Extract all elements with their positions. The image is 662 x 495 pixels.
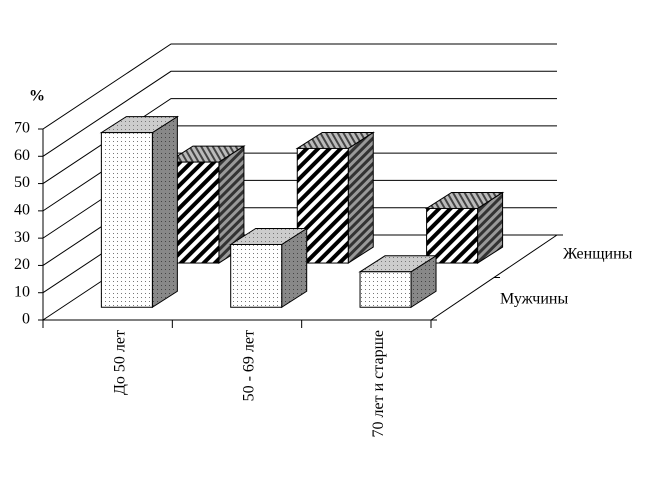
bar (295, 131, 375, 264)
bar-side (347, 131, 374, 264)
bar (228, 227, 309, 309)
y-tick-label: 20 (14, 256, 30, 273)
x-tick-label: 70 лет и старше (370, 330, 387, 437)
y-tick-label: 70 (14, 120, 30, 137)
bar-face (230, 243, 283, 308)
y-tick-label: 50 (14, 174, 30, 191)
y-tick-label: 60 (14, 147, 30, 164)
y-tick-label: 30 (14, 229, 30, 246)
y-tick-label: 40 (14, 202, 30, 219)
y-tick-label: 10 (14, 283, 30, 300)
grid-line (42, 98, 557, 184)
x-tick-label: До 50 лет (111, 330, 128, 395)
legend-label: Мужчины (500, 291, 568, 308)
grid-line (42, 70, 557, 157)
bar-face (100, 132, 153, 308)
x-tick-label: 50 - 69 лет (241, 330, 258, 401)
bar-side (151, 115, 178, 309)
bar (99, 115, 180, 309)
legend-label: Женщины (563, 246, 633, 263)
grid-line (42, 43, 557, 130)
y-tick-label: 0 (22, 311, 30, 328)
bar-face (359, 271, 412, 308)
bar (358, 254, 438, 309)
bar (424, 191, 505, 264)
y-axis-label: % (29, 88, 45, 105)
bar-face (426, 207, 479, 264)
